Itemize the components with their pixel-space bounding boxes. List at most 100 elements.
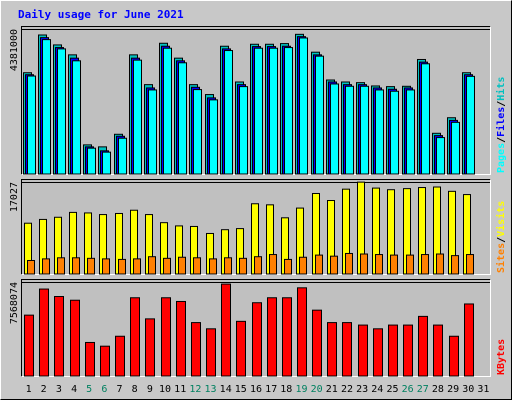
bar-kbytes-day-7 — [115, 335, 125, 377]
day-axis-labels: 1 2 3 4 5 6 7 8 9 10 11 12 13 14 15 16 17 18 19 20 21 22 23 24 2… — [26, 384, 490, 395]
legend-kbytes: KBytes — [496, 339, 507, 375]
day-label: 17 — [265, 384, 277, 395]
bar-kbytes-day-26 — [403, 324, 413, 377]
day-label: 13 — [204, 384, 216, 395]
day-label: 29 — [447, 384, 459, 395]
plot-border-light — [21, 279, 491, 377]
bar-sites-day-17 — [269, 254, 277, 275]
bar-kbytes-day-4 — [70, 299, 80, 377]
day-label: 2 — [41, 384, 47, 395]
bar-pages-day-16 — [254, 47, 263, 175]
bar-sites-day-30 — [466, 254, 474, 275]
legend-entry: Visits — [495, 201, 507, 237]
bar-pages-day-10 — [163, 47, 172, 175]
bar-pages-day-20 — [315, 55, 324, 175]
day-label: 10 — [159, 384, 171, 395]
bar-sites-day-15 — [239, 257, 247, 275]
day-label: 23 — [356, 384, 368, 395]
bar-pages-day-5 — [87, 147, 96, 175]
legend-entry: / — [496, 237, 507, 243]
bar-pages-day-12 — [193, 89, 202, 175]
day-label: 12 — [189, 384, 201, 395]
legend-entry: Files — [495, 107, 507, 137]
bar-kbytes-day-23 — [358, 324, 368, 377]
bar-kbytes-day-18 — [282, 297, 292, 377]
day-label: 5 — [86, 384, 92, 395]
legend-entry: Hits — [495, 77, 507, 101]
bar-pages-day-25 — [390, 90, 399, 175]
bar-kbytes-day-3 — [54, 296, 64, 377]
bar-kbytes-day-22 — [342, 322, 352, 377]
bar-sites-day-16 — [254, 256, 262, 275]
bar-sites-day-1 — [27, 259, 35, 275]
bar-pages-day-15 — [239, 86, 248, 175]
bar-pages-day-6 — [102, 151, 111, 175]
bar-sites-day-27 — [421, 254, 429, 275]
day-label: 15 — [235, 384, 247, 395]
bar-sites-day-4 — [72, 257, 80, 275]
day-label: 9 — [147, 384, 153, 395]
day-label: 4 — [71, 384, 77, 395]
bar-pages-day-30 — [466, 75, 475, 175]
legend-entry: KBytes — [496, 339, 507, 375]
legend-requests: Pages/Files/Hits — [495, 77, 507, 173]
panel-requests: 4381000 Pages/Files/Hits — [9, 26, 507, 175]
day-label: 21 — [326, 384, 338, 395]
bar-pages-day-7 — [118, 137, 127, 175]
bar-sites-day-18 — [284, 258, 292, 275]
bar-kbytes-day-27 — [418, 315, 428, 377]
bar-pages-day-1 — [27, 75, 36, 175]
day-label: 27 — [417, 384, 429, 395]
legend-visits: Sites/Visits — [495, 201, 507, 273]
bar-sites-day-10 — [163, 257, 171, 275]
bar-pages-day-26 — [406, 89, 415, 175]
bar-pages-day-14 — [224, 50, 233, 175]
bar-sites-day-5 — [87, 257, 95, 275]
bar-sites-day-14 — [224, 257, 232, 275]
bar-sites-day-19 — [299, 256, 307, 275]
day-label: 1 — [26, 384, 32, 395]
bar-pages-day-18 — [284, 47, 293, 175]
panel-visits: 17027 Sites/Visits — [9, 179, 507, 275]
day-label: 22 — [341, 384, 353, 395]
bar-kbytes-day-10 — [161, 297, 171, 377]
bar-sites-day-24 — [375, 254, 383, 275]
bar-kbytes-day-20 — [312, 309, 322, 377]
bar-sites-day-3 — [57, 257, 65, 275]
plot-border-dark — [21, 179, 491, 275]
bar-kbytes-day-2 — [39, 288, 49, 377]
day-label: 20 — [311, 384, 323, 395]
legend-entry: / — [496, 101, 507, 107]
bar-sites-day-6 — [102, 258, 110, 275]
bar-sites-day-13 — [209, 258, 217, 275]
day-label: 25 — [386, 384, 398, 395]
bar-pages-day-3 — [57, 48, 66, 175]
y-max-label-requests: 4381000 — [9, 29, 20, 71]
bar-kbytes-day-1 — [24, 314, 34, 377]
bar-sites-day-23 — [360, 253, 368, 275]
bar-kbytes-day-15 — [236, 320, 246, 377]
plot-border-dark — [21, 26, 491, 175]
bar-kbytes-day-30 — [464, 303, 474, 377]
day-label: 3 — [56, 384, 62, 395]
day-label: 7 — [116, 384, 122, 395]
bar-sites-day-22 — [345, 252, 353, 275]
bar-kbytes-day-25 — [388, 324, 398, 377]
panel-kbytes: 7568074 KBytes — [9, 279, 507, 377]
bar-kbytes-day-5 — [85, 341, 95, 377]
legend-entry: / — [496, 137, 507, 143]
bar-pages-day-29 — [451, 121, 460, 175]
bar-sites-day-26 — [406, 254, 414, 275]
bar-pages-day-11 — [178, 62, 187, 175]
bar-sites-day-9 — [148, 256, 156, 275]
bar-kbytes-day-21 — [327, 322, 337, 377]
bar-kbytes-day-13 — [206, 328, 216, 377]
bar-pages-day-22 — [345, 85, 354, 175]
bar-pages-day-8 — [133, 59, 142, 175]
day-label: 26 — [402, 384, 414, 395]
bar-pages-day-9 — [148, 89, 157, 175]
bar-sites-day-21 — [330, 255, 338, 275]
bar-sites-day-28 — [436, 253, 444, 275]
